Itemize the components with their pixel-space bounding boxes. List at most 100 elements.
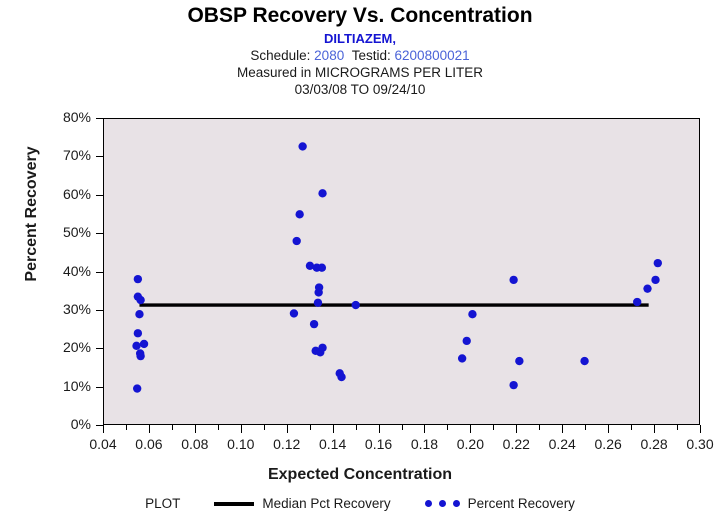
x-tick-mark-major bbox=[333, 425, 334, 433]
y-tick-label: 40% bbox=[62, 262, 91, 279]
data-point bbox=[133, 274, 143, 284]
data-point bbox=[318, 189, 327, 198]
data-point bbox=[509, 380, 518, 390]
y-tick-mark bbox=[96, 272, 103, 273]
x-tick-mark-major bbox=[424, 425, 425, 433]
x-tick-mark-minor bbox=[447, 425, 448, 430]
x-tick-mark-minor bbox=[402, 425, 403, 430]
y-tick-label: 20% bbox=[62, 339, 91, 356]
dots-swatch-icon bbox=[424, 500, 460, 507]
data-point bbox=[337, 372, 346, 382]
data-point bbox=[139, 339, 149, 349]
data-point bbox=[643, 284, 652, 293]
y-tick-label: 50% bbox=[62, 224, 91, 241]
data-point bbox=[580, 356, 589, 366]
y-tick-mark bbox=[96, 233, 103, 234]
x-tick-mark-minor bbox=[172, 425, 173, 430]
y-tick-label: 70% bbox=[62, 147, 91, 164]
x-tick-mark-minor bbox=[264, 425, 265, 430]
y-tick-mark bbox=[96, 118, 103, 119]
data-point bbox=[468, 310, 477, 319]
x-tick-label: 0.20 bbox=[456, 436, 484, 452]
x-tick-mark-minor bbox=[539, 425, 540, 430]
testid-value: 6200800021 bbox=[394, 48, 470, 63]
x-tick-label: 0.22 bbox=[502, 436, 530, 452]
x-tick-mark-major bbox=[654, 425, 655, 433]
y-tick-mark bbox=[96, 425, 103, 426]
x-tick-mark-minor bbox=[631, 425, 632, 430]
y-tick-label: 30% bbox=[62, 300, 91, 317]
data-point bbox=[515, 356, 524, 366]
x-tick-mark-major bbox=[149, 425, 150, 433]
x-tick-label: 0.30 bbox=[686, 436, 714, 452]
data-point bbox=[305, 261, 315, 270]
y-tick-label: 10% bbox=[62, 377, 91, 394]
data-point bbox=[289, 309, 299, 318]
units-line: Measured in MICROGRAMS PER LITER bbox=[236, 65, 484, 80]
x-tick-label: 0.28 bbox=[640, 436, 668, 452]
x-tick-mark-major bbox=[195, 425, 196, 433]
y-tick-mark bbox=[96, 348, 103, 349]
x-tick-mark-major bbox=[516, 425, 517, 433]
data-point bbox=[318, 343, 327, 352]
x-tick-mark-minor bbox=[126, 425, 127, 430]
x-axis-title: Expected Concentration bbox=[267, 466, 453, 483]
data-point bbox=[633, 297, 642, 307]
x-tick-mark-major bbox=[608, 425, 609, 433]
data-point bbox=[132, 341, 141, 351]
analyte-name: DILTIAZEM, bbox=[324, 31, 396, 46]
schedule-value: 2080 bbox=[314, 48, 345, 63]
x-tick-mark-major bbox=[470, 425, 471, 433]
legend-dot-icon bbox=[438, 500, 446, 507]
chart-header: OBSP Recovery Vs. Concentration DILTIAZE… bbox=[0, 0, 720, 97]
x-tick-mark-minor bbox=[677, 425, 678, 430]
x-tick-label: 0.18 bbox=[410, 436, 439, 452]
data-point bbox=[136, 295, 145, 305]
legend: PLOT Median Pct Recovery Percent Recover… bbox=[0, 496, 720, 511]
x-tick-label: 0.24 bbox=[548, 436, 576, 452]
schedule-testid-line: Schedule: 2080 Testid: 6200800021 bbox=[0, 48, 720, 63]
data-point bbox=[135, 310, 144, 319]
legend-entry-points: Percent Recovery bbox=[391, 496, 575, 511]
data-point bbox=[313, 298, 323, 307]
x-tick-mark-major bbox=[700, 425, 701, 433]
data-point bbox=[309, 319, 319, 329]
y-tick-mark bbox=[96, 310, 103, 311]
legend-median-label: Median Pct Recovery bbox=[262, 496, 391, 511]
x-tick-mark-minor bbox=[310, 425, 311, 430]
x-tick-label: 0.06 bbox=[135, 436, 163, 452]
data-point bbox=[351, 300, 360, 310]
y-tick-mark bbox=[96, 387, 103, 388]
x-tick-label: 0.16 bbox=[364, 436, 393, 452]
testid-label: Testid: bbox=[351, 48, 391, 63]
x-tick-mark-major bbox=[287, 425, 288, 433]
page-title: OBSP Recovery Vs. Concentration bbox=[187, 4, 533, 27]
x-tick-mark-major bbox=[379, 425, 380, 433]
x-tick-mark-minor bbox=[585, 425, 586, 430]
data-point bbox=[457, 354, 467, 363]
x-tick-mark-minor bbox=[493, 425, 494, 430]
data-point bbox=[136, 351, 145, 361]
x-tick-mark-minor bbox=[218, 425, 219, 430]
data-point bbox=[651, 275, 660, 285]
data-point bbox=[132, 384, 142, 393]
legend-dot-icon bbox=[424, 500, 432, 507]
legend-entry-median: Median Pct Recovery bbox=[214, 496, 391, 511]
data-point bbox=[298, 142, 307, 151]
x-tick-mark-major bbox=[241, 425, 242, 433]
x-tick-mark-major bbox=[562, 425, 563, 433]
schedule-label: Schedule: bbox=[250, 48, 311, 63]
y-axis-title: Percent Recovery bbox=[23, 146, 40, 282]
plot-canvas bbox=[132, 142, 662, 393]
plot-area bbox=[103, 118, 700, 425]
x-tick-mark-minor bbox=[356, 425, 357, 430]
data-point bbox=[653, 258, 662, 268]
data-point bbox=[317, 263, 327, 272]
data-point bbox=[462, 336, 471, 346]
x-tick-label: 0.14 bbox=[318, 436, 347, 452]
data-point bbox=[314, 288, 323, 297]
y-tick-label: 60% bbox=[62, 185, 91, 202]
x-tick-label: 0.12 bbox=[273, 436, 301, 452]
x-tick-label: 0.26 bbox=[594, 436, 622, 452]
legend-points-label: Percent Recovery bbox=[467, 496, 575, 511]
